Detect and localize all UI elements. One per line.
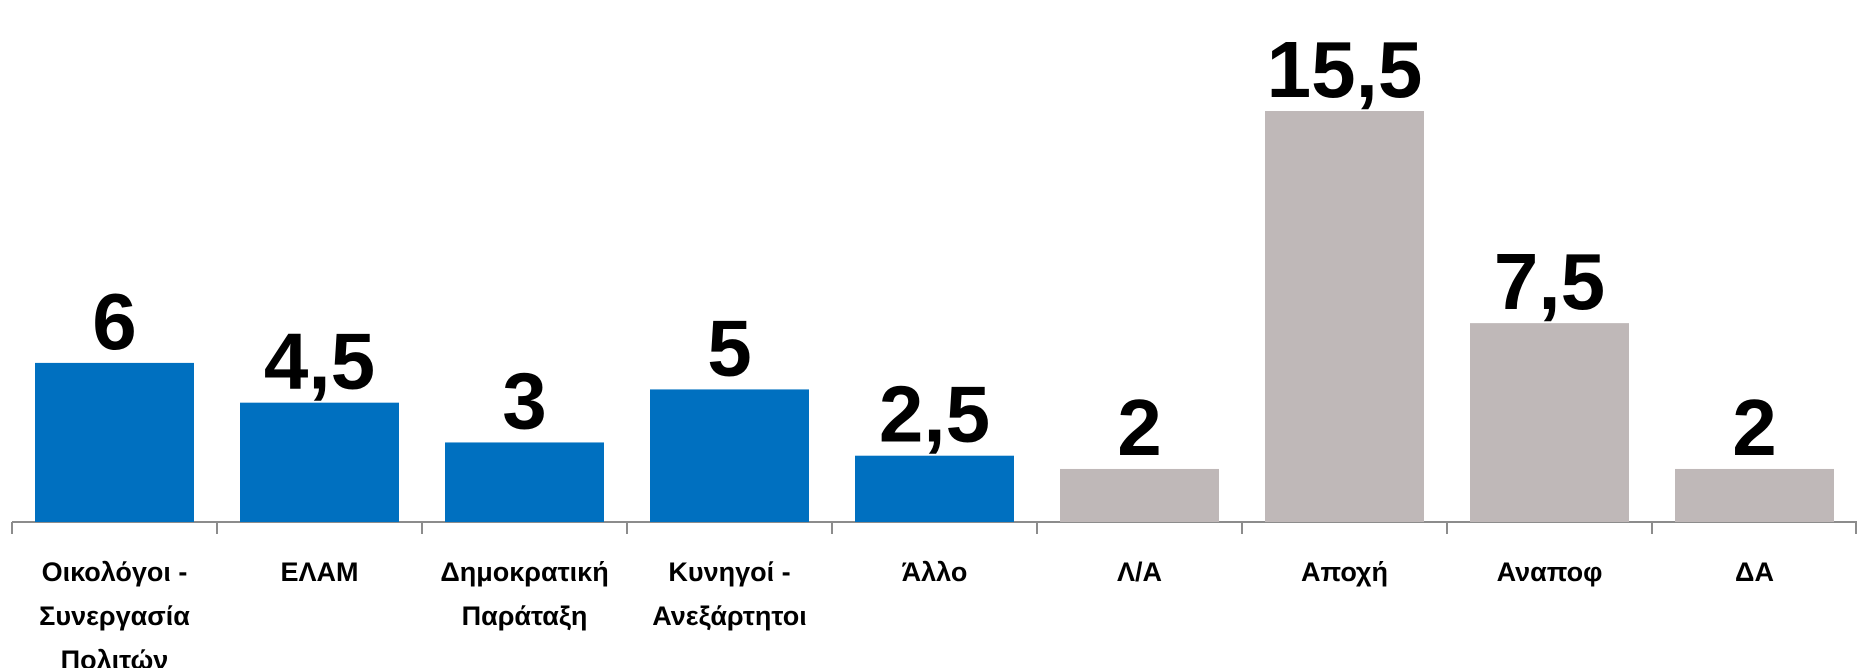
value-label: 2 — [1117, 383, 1162, 472]
x-tick-label: Λ/Α — [1116, 557, 1162, 587]
bar — [1470, 323, 1629, 522]
bar — [445, 442, 604, 522]
x-tick-label: ΔΑ — [1735, 557, 1774, 587]
x-tick-label: Οικολόγοι - Συνεργασία Πολιτών — [39, 557, 190, 668]
value-label: 3 — [502, 356, 547, 445]
x-tick-label: Αναποφ — [1496, 557, 1603, 587]
value-label: 7,5 — [1494, 237, 1605, 326]
x-tick-label: ΕΛΑΜ — [280, 557, 359, 587]
value-label: 15,5 — [1267, 25, 1423, 114]
x-tick-label: Αποχή — [1301, 557, 1388, 587]
bar — [650, 389, 809, 522]
bar — [1060, 468, 1219, 522]
bar — [1675, 468, 1834, 522]
value-label: 5 — [707, 303, 752, 392]
bar — [240, 402, 399, 522]
x-tick-label: Δημοκρατική Παράταξη — [440, 557, 609, 631]
x-tick-label: Άλλο — [901, 557, 968, 587]
value-label: 4,5 — [264, 317, 375, 406]
bar — [35, 362, 194, 522]
x-tick-label: Κυνηγοί - Ανεξάρτητοι — [652, 557, 807, 631]
value-label: 6 — [92, 277, 137, 366]
value-label: 2,5 — [879, 370, 990, 459]
bar — [855, 455, 1014, 522]
bar — [1265, 111, 1424, 522]
value-label: 2 — [1732, 383, 1777, 472]
